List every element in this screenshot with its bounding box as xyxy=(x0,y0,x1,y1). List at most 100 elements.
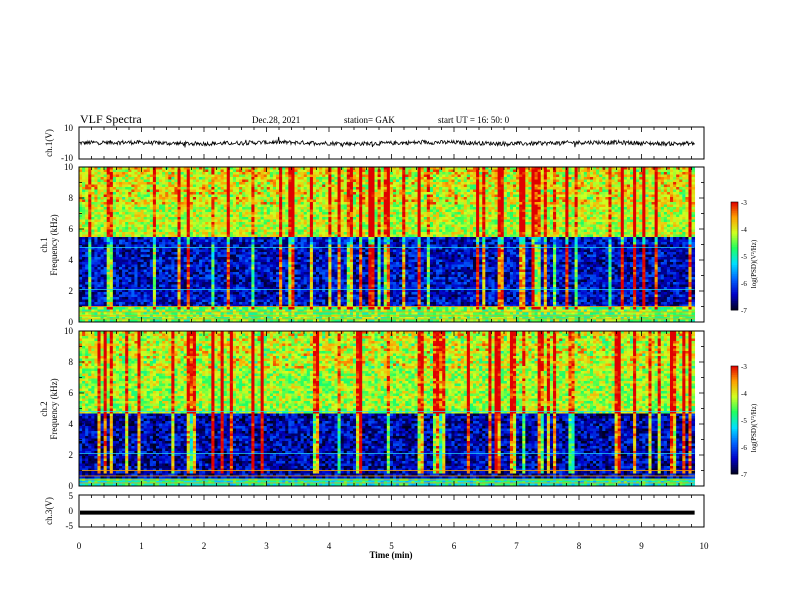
spectrogram-cell xyxy=(115,177,120,180)
spectrogram-cell xyxy=(195,217,200,220)
spectrogram-cell xyxy=(408,174,412,178)
spectrogram-cell xyxy=(399,217,403,220)
spectrogram-cell xyxy=(143,187,148,190)
spectrogram-cell xyxy=(294,209,298,213)
spectrogram-cell xyxy=(291,194,295,198)
spectrogram-cell xyxy=(509,194,514,198)
spectrogram-cell xyxy=(405,174,409,178)
spectrogram-cell xyxy=(482,222,486,225)
spectrogram-cell xyxy=(119,202,123,205)
spectrogram-cell xyxy=(525,192,529,195)
spectrogram-cell xyxy=(617,199,622,203)
spectrogram-cell xyxy=(583,177,588,180)
spectrogram-cell xyxy=(312,207,317,210)
spectrogram-cell xyxy=(580,187,585,190)
spectrogram-cell xyxy=(195,202,200,205)
spectrogram-cell xyxy=(365,219,369,223)
spectrogram-cell xyxy=(448,169,452,173)
spectrogram-cell xyxy=(276,219,280,223)
spectrogram-cell xyxy=(608,169,612,173)
spectrogram-cell xyxy=(115,204,120,208)
spectrogram-cell xyxy=(356,212,360,215)
spectrogram-cell xyxy=(620,224,625,228)
spectrogram-cell xyxy=(623,204,628,208)
spectrogram-cell xyxy=(208,199,212,203)
spectrogram-cell xyxy=(429,217,434,220)
spectrogram-cell xyxy=(485,209,489,213)
spectrogram-cell xyxy=(549,217,554,220)
spectrogram-cell xyxy=(417,222,422,225)
spectrogram-cell xyxy=(226,194,231,198)
spectrogram-cell xyxy=(254,169,258,173)
spectrogram-cell xyxy=(577,177,582,180)
spectrogram-cell xyxy=(626,177,631,180)
spectrogram-cell xyxy=(134,169,138,173)
spectrogram-cell xyxy=(611,194,615,198)
spectrogram-cell xyxy=(349,207,354,210)
spectrogram-cell xyxy=(263,169,268,173)
spectrogram-cell xyxy=(389,199,394,203)
spectrogram-cell xyxy=(322,199,326,203)
spectrogram-cell xyxy=(460,179,465,183)
spectrogram-cell xyxy=(374,189,378,193)
spectrogram-cell xyxy=(266,197,271,200)
spectrogram-cell xyxy=(260,172,265,175)
spectrogram-cell xyxy=(131,224,135,228)
spectrogram-cell xyxy=(522,194,526,198)
spectrogram-cell xyxy=(383,177,388,180)
spectrogram-cell xyxy=(405,177,409,180)
spectrogram-cell xyxy=(159,204,163,208)
spectrogram-cell xyxy=(442,212,446,215)
spectrogram-cell xyxy=(549,219,554,223)
spectrogram-cell xyxy=(232,222,237,225)
spectrogram-cell xyxy=(476,199,480,203)
spectrogram-cell xyxy=(125,204,129,208)
spectrogram-cell xyxy=(691,202,696,205)
ch1-waveform-panel: 10 -10 ch.1(V) xyxy=(44,123,705,163)
spectrogram-cell xyxy=(513,182,517,185)
spectrogram-cell xyxy=(531,179,535,183)
spectrogram-cell xyxy=(571,197,575,200)
spectrogram-cell xyxy=(611,212,615,215)
spectrogram-cell xyxy=(556,219,560,223)
spectrogram-cell xyxy=(374,199,378,203)
spectrogram-cell xyxy=(562,209,566,213)
spectrogram-cell xyxy=(494,224,499,228)
spectrogram-cell xyxy=(402,177,406,180)
spectrogram-cell xyxy=(565,204,569,208)
spectrogram-cell xyxy=(303,222,308,225)
spectrogram-cell xyxy=(331,189,335,193)
spectrogram-cell xyxy=(439,189,443,193)
spectrogram-cell xyxy=(88,177,92,180)
spectrogram-cell xyxy=(245,184,249,188)
spectrogram-cell xyxy=(691,194,696,198)
spectrogram-cell xyxy=(359,174,363,178)
spectrogram-cell xyxy=(168,219,172,223)
spectrogram-cell xyxy=(328,219,332,223)
spectrogram-cell xyxy=(199,222,203,225)
spectrogram-cell xyxy=(119,174,123,178)
spectrogram-cell xyxy=(337,219,342,223)
spectrogram-cell xyxy=(614,192,619,195)
spectrogram-cell xyxy=(371,197,375,200)
spectrogram-cell xyxy=(519,189,523,193)
spectrogram-cell xyxy=(402,214,406,218)
spectrogram-cell xyxy=(439,197,443,200)
spectrogram-cell xyxy=(599,167,603,170)
spectrogram-cell xyxy=(239,194,243,198)
spectrogram-cell xyxy=(183,169,188,173)
spectrogram-cell xyxy=(205,199,209,203)
spectrogram-cell xyxy=(186,182,191,185)
spectrogram-cell xyxy=(688,197,692,200)
spectrogram-cell xyxy=(519,174,523,178)
spectrogram-cell xyxy=(531,194,535,198)
spectrogram-cell xyxy=(285,174,289,178)
spectrogram-cell xyxy=(309,224,314,228)
spectrogram-cell xyxy=(580,199,585,203)
spectrogram-cell xyxy=(106,202,111,205)
spectrogram-cell xyxy=(334,187,338,190)
spectrogram-cell xyxy=(322,169,326,173)
spectrogram-cell xyxy=(608,219,612,223)
spectrogram-cell xyxy=(559,222,563,225)
spectrogram-cell xyxy=(195,212,200,215)
